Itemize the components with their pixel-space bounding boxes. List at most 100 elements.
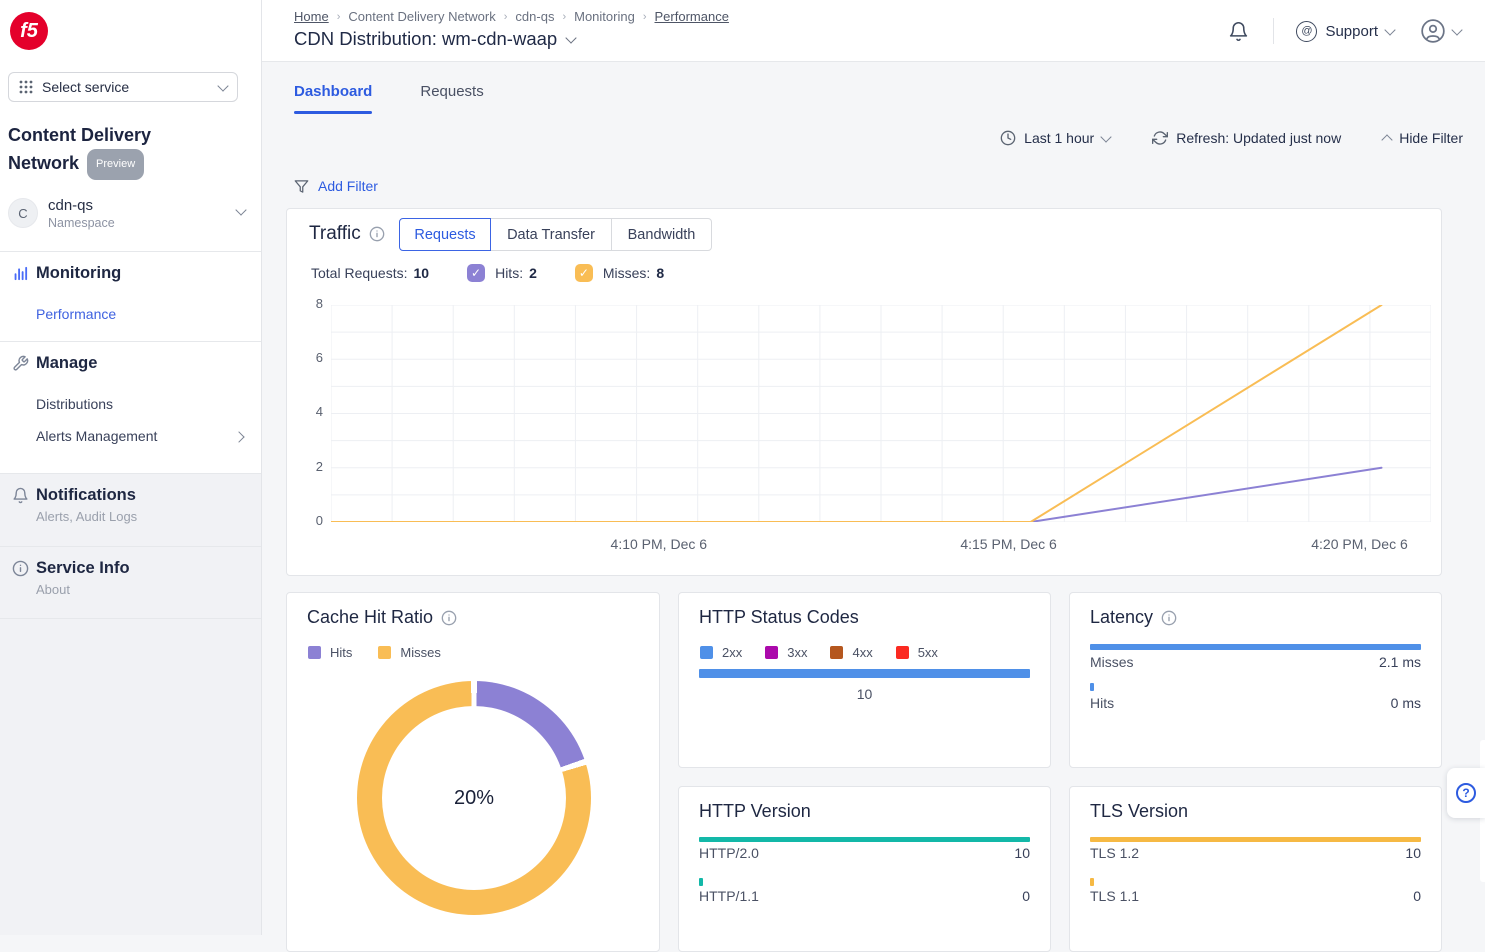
traffic-stats-row: Total Requests: 10 ✓ Hits: 2 ✓ Misses: 8 — [311, 264, 664, 282]
misses-checkbox[interactable]: ✓ — [574, 264, 593, 282]
http11-label: HTTP/1.1 — [699, 888, 759, 904]
total-requests-label: Total Requests: — [311, 265, 408, 281]
legend-item-4xx: 4xx — [830, 645, 873, 660]
latency-hits-label: Hits — [1090, 695, 1115, 711]
page-title: CDN Distribution: wm-cdn-waap — [294, 28, 558, 49]
hide-filter-button[interactable]: Hide Filter — [1381, 130, 1463, 146]
latency-hits-value: 0 ms — [1390, 695, 1421, 711]
latency-misses-value: 2.1 ms — [1378, 654, 1421, 670]
misses-label: Misses: — [602, 265, 651, 281]
latency-misses-bar[interactable] — [1090, 644, 1421, 650]
page-title-dropdown[interactable]: CDN Distribution: wm-cdn-waap — [294, 28, 577, 50]
tls11-row: TLS 1.1 0 — [1090, 888, 1421, 904]
sidebar-item-performance[interactable]: Performance — [36, 306, 117, 322]
http2-value: 10 — [1014, 845, 1030, 861]
support-label: Support — [1325, 22, 1378, 40]
2xx-label: 2xx — [722, 645, 743, 660]
chevron-down-icon — [565, 31, 577, 44]
http-version-card: HTTP Version HTTP/2.0 10 HTTP/1.1 0 — [678, 786, 1051, 952]
5xx-label: 5xx — [917, 645, 938, 660]
user-account-menu[interactable] — [1420, 18, 1463, 44]
hits-swatch — [308, 646, 321, 659]
sidebar-item-alerts-management[interactable]: Alerts Management — [36, 428, 158, 444]
misses-value: 8 — [656, 265, 665, 281]
legend-item-misses: Misses — [378, 645, 441, 660]
support-menu[interactable]: @ Support — [1296, 20, 1396, 42]
chevron-down-icon — [1384, 23, 1396, 36]
traffic-tab-bandwidth[interactable]: Bandwidth — [611, 218, 712, 251]
help-button[interactable]: ? — [1447, 768, 1485, 818]
tls-version-card: TLS Version TLS 1.2 10 TLS 1.1 0 — [1069, 786, 1442, 952]
sidebar-item-notifications[interactable]: Notifications — [36, 486, 136, 504]
namespace-name: cdn-qs — [48, 197, 94, 214]
preview-badge: Preview — [87, 149, 145, 180]
sidebar-item-distributions[interactable]: Distributions — [36, 396, 114, 412]
chevron-down-icon — [217, 79, 229, 92]
wrench-icon — [12, 355, 29, 377]
tls-version-title: TLS Version — [1090, 801, 1189, 821]
breadcrumb-home[interactable]: Home — [294, 9, 329, 24]
f5-logo-text: f5 — [20, 19, 38, 42]
clock-icon — [1000, 130, 1016, 146]
tls11-bar[interactable] — [1090, 878, 1094, 886]
hits-checkbox[interactable]: ✓ — [467, 264, 486, 282]
chevron-down-icon — [235, 204, 247, 216]
latency-misses-bar-track — [1090, 644, 1421, 650]
tab-requests[interactable]: Requests — [420, 83, 484, 100]
sidebar-item-monitoring[interactable]: Monitoring — [36, 264, 122, 282]
time-range-selector[interactable]: Last 1 hour — [1000, 130, 1112, 146]
traffic-line-chart[interactable] — [330, 304, 1432, 523]
check-icon: ✓ — [471, 266, 482, 280]
breadcrumb-cdn[interactable]: Content Delivery Network — [348, 9, 496, 24]
bell-icon — [12, 487, 29, 509]
breadcrumb-namespace[interactable]: cdn-qs — [515, 9, 555, 24]
x-axis-tick: 4:10 PM, Dec 6 — [610, 536, 708, 552]
support-icon: @ — [1296, 20, 1318, 42]
4xx-label: 4xx — [852, 645, 873, 660]
latency-hits-bar-track — [1090, 683, 1421, 691]
traffic-tab-data-transfer[interactable]: Data Transfer — [490, 218, 612, 251]
namespace-avatar: C — [8, 198, 38, 228]
notifications-bell-button[interactable] — [1228, 21, 1249, 42]
http11-bar[interactable] — [699, 878, 703, 886]
latency-title-text: Latency — [1090, 607, 1154, 627]
cache-percent-label: 20% — [453, 786, 495, 809]
tab-dashboard[interactable]: Dashboard — [294, 83, 373, 114]
cache-donut-chart[interactable] — [357, 681, 591, 915]
status-bar-track — [699, 669, 1030, 678]
sidebar-section-manage: Manage Distributions Alerts Management — [0, 341, 261, 473]
tls12-bar[interactable] — [1090, 837, 1421, 842]
traffic-tab-requests[interactable]: Requests — [399, 218, 491, 251]
legend-item-hits: Hits — [308, 645, 352, 660]
misses-swatch — [378, 646, 392, 659]
add-filter-button[interactable]: Add Filter — [294, 178, 378, 194]
breadcrumb-monitoring[interactable]: Monitoring — [574, 9, 635, 24]
latency-hits-bar[interactable] — [1090, 683, 1094, 691]
info-icon[interactable] — [441, 610, 457, 626]
service-selector[interactable]: Select service — [8, 72, 238, 102]
sidebar-section-monitoring: Monitoring Performance — [0, 251, 261, 341]
latency-misses-label: Misses — [1090, 654, 1134, 670]
sidebar-section-service-info[interactable]: Service Info About — [0, 546, 261, 618]
info-icon[interactable] — [369, 226, 385, 242]
status-codes-legend: 2xx 3xx 4xx 5xx — [700, 645, 938, 660]
sidebar-item-manage[interactable]: Manage — [36, 354, 98, 372]
info-icon[interactable] — [1161, 610, 1177, 626]
http2-bar[interactable] — [699, 837, 1030, 842]
traffic-chart-svg — [330, 304, 1432, 523]
http2-bar-track — [699, 837, 1030, 842]
grid-icon — [19, 80, 33, 94]
status-2xx-bar[interactable] — [699, 669, 1030, 678]
legend-item-5xx: 5xx — [895, 645, 938, 660]
namespace-selector[interactable]: C cdn-qs Namespace — [8, 195, 253, 235]
hide-filter-label: Hide Filter — [1399, 130, 1463, 146]
sidebar-section-notifications[interactable]: Notifications Alerts, Audit Logs — [0, 473, 261, 546]
total-requests-stat: Total Requests: 10 — [311, 265, 429, 281]
http-status-codes-title: HTTP Status Codes — [699, 607, 859, 627]
f5-logo-icon[interactable]: f5 — [10, 12, 48, 50]
refresh-button[interactable]: Refresh: Updated just now — [1152, 130, 1341, 146]
breadcrumb-performance[interactable]: Performance — [654, 9, 729, 24]
latency-title: Latency — [1090, 607, 1177, 628]
sidebar-item-service-info[interactable]: Service Info — [36, 559, 130, 577]
y-axis-tick: 0 — [315, 513, 323, 528]
